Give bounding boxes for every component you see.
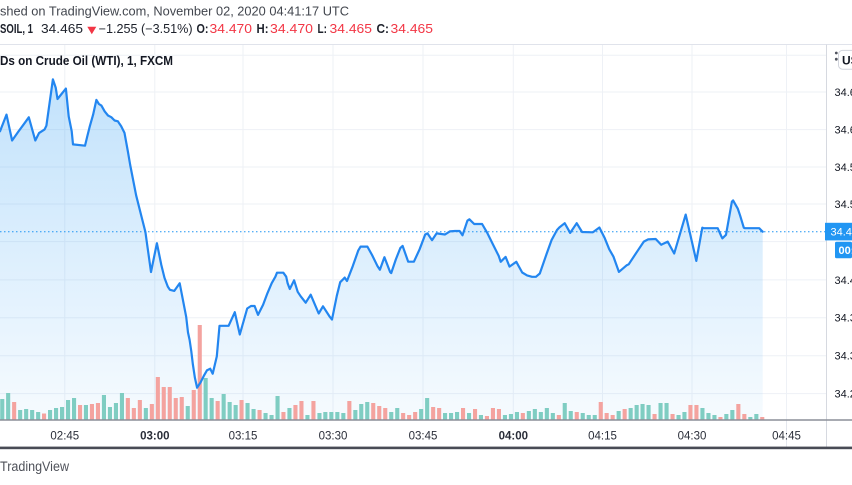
- svg-text:34.465: 34.465: [391, 22, 434, 36]
- svg-text:34.650: 34.650: [835, 87, 852, 99]
- svg-text:03:15: 03:15: [229, 431, 258, 443]
- svg-text:04:30: 04:30: [678, 431, 707, 443]
- svg-text:TradingView: TradingView: [0, 459, 69, 474]
- svg-text:04:00: 04:00: [499, 431, 528, 443]
- svg-text:34.250: 34.250: [835, 389, 852, 401]
- svg-text:04:45: 04:45: [772, 431, 801, 443]
- svg-text:04:15: 04:15: [588, 431, 617, 443]
- svg-text:02:45: 02:45: [50, 431, 79, 443]
- svg-text:34.400: 34.400: [835, 275, 852, 287]
- svg-text:H:: H:: [257, 22, 269, 36]
- svg-text:34.500: 34.500: [835, 199, 852, 211]
- svg-text:Ds on Crude Oil (WTI), 1, FXCM: Ds on Crude Oil (WTI), 1, FXCM: [0, 53, 173, 68]
- svg-text:34.470: 34.470: [270, 22, 313, 36]
- svg-text:34.350: 34.350: [835, 313, 852, 325]
- svg-text:USD: USD: [842, 53, 852, 67]
- svg-text:O:: O:: [197, 22, 209, 36]
- svg-text:−1.255 (−3.51%): −1.255 (−3.51%): [99, 22, 193, 36]
- svg-text:C:: C:: [377, 22, 390, 36]
- svg-text:34.300: 34.300: [835, 351, 852, 363]
- svg-text:34.465: 34.465: [831, 227, 852, 239]
- svg-text:34.550: 34.550: [835, 162, 852, 174]
- svg-text:03:30: 03:30: [319, 431, 348, 443]
- svg-text:shed on TradingView.com, Novem: shed on TradingView.com, November 02, 20…: [0, 3, 349, 18]
- svg-text:34.465: 34.465: [330, 22, 373, 36]
- svg-text:03:45: 03:45: [409, 431, 438, 443]
- svg-text:34.465: 34.465: [41, 22, 83, 36]
- svg-text:L:: L:: [318, 22, 328, 36]
- svg-text:03:00: 03:00: [140, 431, 169, 443]
- svg-text:00:18: 00:18: [839, 245, 852, 257]
- svg-text:SOIL, 1: SOIL, 1: [0, 22, 33, 36]
- svg-text:34.600: 34.600: [835, 125, 852, 137]
- svg-text:34.470: 34.470: [210, 22, 253, 36]
